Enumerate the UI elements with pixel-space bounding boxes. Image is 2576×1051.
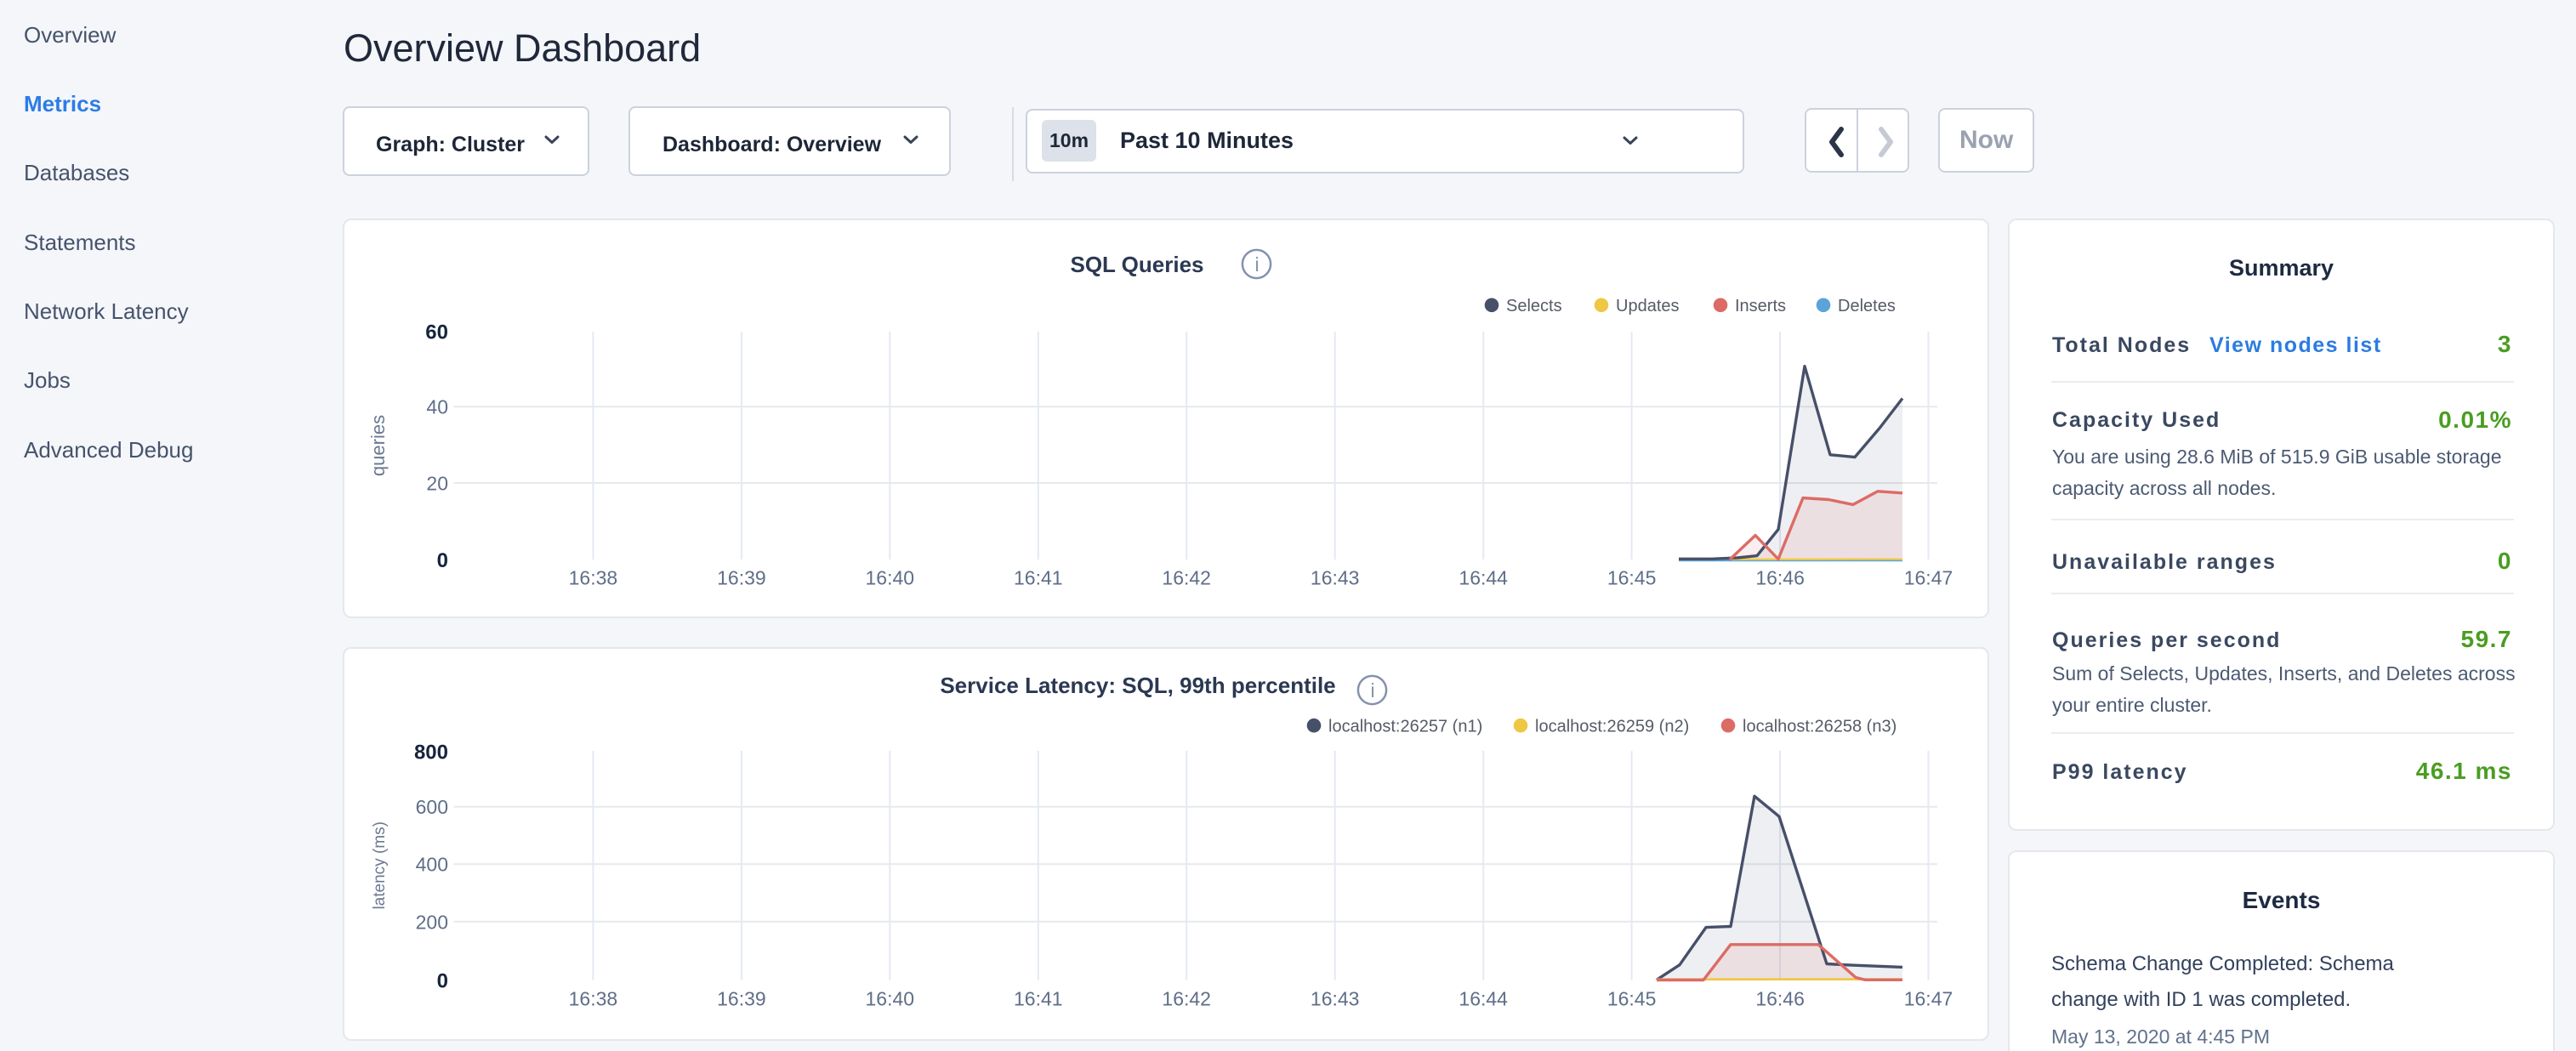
svg-text:16:43: 16:43 — [1311, 988, 1360, 1010]
svg-text:Service Latency: SQL, 99th per: Service Latency: SQL, 99th percentile — [940, 673, 1335, 698]
svg-text:16:42: 16:42 — [1162, 567, 1211, 589]
svg-text:16:40: 16:40 — [866, 567, 915, 589]
svg-text:16:45: 16:45 — [1607, 567, 1657, 589]
svg-text:16:38: 16:38 — [569, 988, 618, 1010]
svg-text:16:40: 16:40 — [866, 988, 915, 1010]
svg-text:600: 600 — [416, 796, 448, 818]
svg-text:i: i — [1370, 679, 1374, 702]
svg-text:16:46: 16:46 — [1755, 567, 1805, 589]
svg-text:16:46: 16:46 — [1755, 988, 1805, 1010]
svg-text:60: 60 — [425, 321, 448, 344]
svg-text:16:41: 16:41 — [1014, 988, 1063, 1010]
svg-text:16:43: 16:43 — [1311, 567, 1360, 589]
svg-text:16:41: 16:41 — [1014, 567, 1063, 589]
svg-text:16:47: 16:47 — [1904, 567, 1953, 589]
svg-text:i: i — [1254, 253, 1259, 276]
svg-text:latency (ms): latency (ms) — [371, 821, 389, 909]
svg-text:16:38: 16:38 — [569, 567, 618, 589]
svg-text:SQL Queries: SQL Queries — [1070, 252, 1203, 277]
svg-text:800: 800 — [414, 741, 448, 764]
svg-text:localhost:26258 (n3): localhost:26258 (n3) — [1743, 718, 1896, 736]
svg-text:16:39: 16:39 — [717, 567, 766, 589]
svg-text:40: 40 — [426, 396, 448, 418]
svg-text:0: 0 — [437, 549, 448, 572]
svg-text:0: 0 — [437, 969, 448, 992]
svg-text:localhost:26259 (n2): localhost:26259 (n2) — [1535, 718, 1689, 736]
svg-text:16:47: 16:47 — [1904, 988, 1953, 1010]
svg-text:queries: queries — [367, 415, 389, 476]
svg-text:16:44: 16:44 — [1459, 988, 1508, 1010]
svg-text:20: 20 — [426, 472, 448, 494]
svg-text:Inserts: Inserts — [1735, 297, 1786, 315]
svg-text:Updates: Updates — [1616, 297, 1680, 315]
svg-text:16:39: 16:39 — [717, 988, 766, 1010]
svg-text:16:45: 16:45 — [1607, 988, 1657, 1010]
svg-text:200: 200 — [416, 911, 448, 933]
svg-text:Selects: Selects — [1506, 297, 1562, 315]
svg-text:Deletes: Deletes — [1838, 297, 1896, 315]
svg-text:400: 400 — [416, 854, 448, 876]
svg-text:localhost:26257 (n1): localhost:26257 (n1) — [1328, 718, 1482, 736]
svg-text:16:42: 16:42 — [1162, 988, 1211, 1010]
svg-text:16:44: 16:44 — [1459, 567, 1508, 589]
